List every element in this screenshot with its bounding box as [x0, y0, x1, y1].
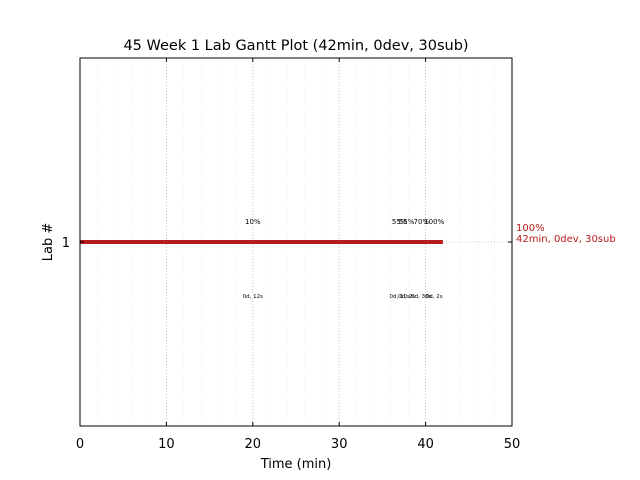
milestone-percent-label: 100% [424, 218, 444, 226]
x-axis-ticks: 0 10 20 30 40 50 [76, 58, 520, 452]
x-tick-label: 30 [331, 437, 348, 452]
milestone-time-label: 0d, 30s [411, 294, 431, 300]
milestone-percent-label: 70% [413, 218, 429, 226]
milestone-percent-label: 55% [399, 218, 415, 226]
y-tick-label: 1 [62, 236, 70, 251]
x-tick-label: 40 [417, 437, 434, 452]
end-annotation-summary: 42min, 0dev, 30sub [516, 234, 616, 245]
milestone-labels: 10% 0d, 12s 55% 0d, 10s 55% 0d, 2s 70% 0d, 30s 1… [243, 218, 445, 300]
milestone-percent-label: 55% [392, 218, 408, 226]
y-axis-ticks: 1 [62, 236, 512, 251]
x-tick-label: 10 [158, 437, 175, 452]
milestone-time-label: 0d, 2s [398, 294, 415, 300]
chart-title: 45 Week 1 Lab Gantt Plot (42min, 0dev, 3… [123, 38, 468, 54]
milestone-time-label: 0d, 10s [390, 294, 410, 300]
x-axis-label: Time (min) [260, 457, 332, 472]
x-tick-label: 50 [504, 437, 521, 452]
end-annotation-percent: 100% [516, 223, 545, 234]
y-axis-label: Lab # [41, 223, 56, 262]
x-tick-label: 20 [245, 437, 262, 452]
x-tick-label: 0 [76, 437, 84, 452]
milestone-percent-label: 10% [245, 218, 261, 226]
milestone-time-label: 0d, 2s [426, 294, 443, 300]
milestone-time-label: 0d, 12s [243, 294, 263, 300]
